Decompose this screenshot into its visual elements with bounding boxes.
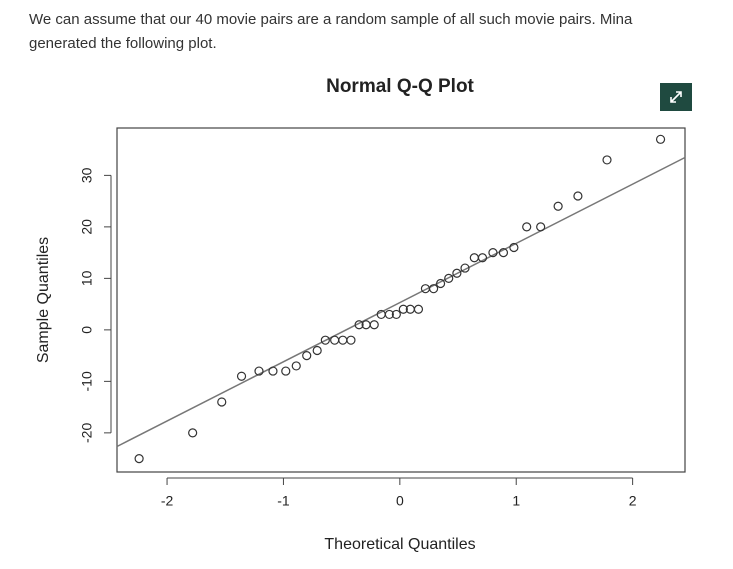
x-axis-label: Theoretical Quantiles — [324, 536, 475, 553]
point — [254, 366, 264, 376]
expand-icon — [670, 91, 682, 103]
point — [398, 304, 408, 314]
point — [346, 335, 356, 345]
y-tick-label: -20 — [79, 423, 95, 443]
intro-line: generated the following plot. — [29, 35, 217, 52]
y-tick-label: -10 — [79, 371, 95, 391]
point — [488, 248, 498, 258]
point — [312, 345, 322, 356]
point — [384, 309, 394, 320]
point — [522, 222, 532, 232]
point — [134, 454, 144, 464]
y-tick-label: 30 — [79, 167, 95, 183]
point — [655, 134, 666, 144]
point — [460, 263, 470, 273]
point — [553, 201, 563, 211]
point — [236, 371, 247, 381]
x-tick-label: 1 — [512, 493, 520, 509]
point — [413, 304, 424, 314]
point — [391, 309, 401, 320]
intro-paragraph: We can assume that our 40 movie pairs ar… — [29, 8, 632, 56]
point — [444, 273, 454, 283]
point — [573, 191, 583, 201]
point — [536, 222, 546, 232]
point — [452, 268, 462, 278]
point — [428, 284, 439, 294]
x-tick-label: 2 — [629, 493, 637, 509]
expand-button[interactable] — [660, 83, 692, 111]
point — [281, 366, 291, 376]
point — [369, 320, 379, 330]
plot-frame — [116, 127, 686, 473]
point — [188, 428, 198, 438]
point — [217, 397, 227, 407]
chart-title: Normal Q-Q Plot — [326, 76, 474, 97]
point — [291, 361, 301, 371]
point — [354, 320, 364, 330]
point — [435, 278, 446, 289]
point — [302, 351, 312, 361]
y-tick-label: 20 — [79, 219, 95, 235]
x-tick-label: -2 — [161, 493, 174, 509]
point — [268, 366, 278, 376]
point — [509, 242, 519, 253]
y-axis-label: Sample Quantiles — [35, 237, 52, 363]
x-tick-label: -1 — [277, 493, 290, 509]
y-tick-label: 10 — [79, 270, 95, 286]
x-tick-label: 0 — [396, 493, 404, 509]
intro-line: We can assume that our 40 movie pairs ar… — [29, 11, 633, 28]
point — [602, 155, 612, 165]
y-tick-label: 0 — [79, 326, 95, 334]
point — [320, 335, 330, 345]
point — [498, 248, 509, 258]
chart-panel — [29, 78, 699, 552]
reference-line — [116, 156, 686, 448]
point — [477, 253, 488, 263]
